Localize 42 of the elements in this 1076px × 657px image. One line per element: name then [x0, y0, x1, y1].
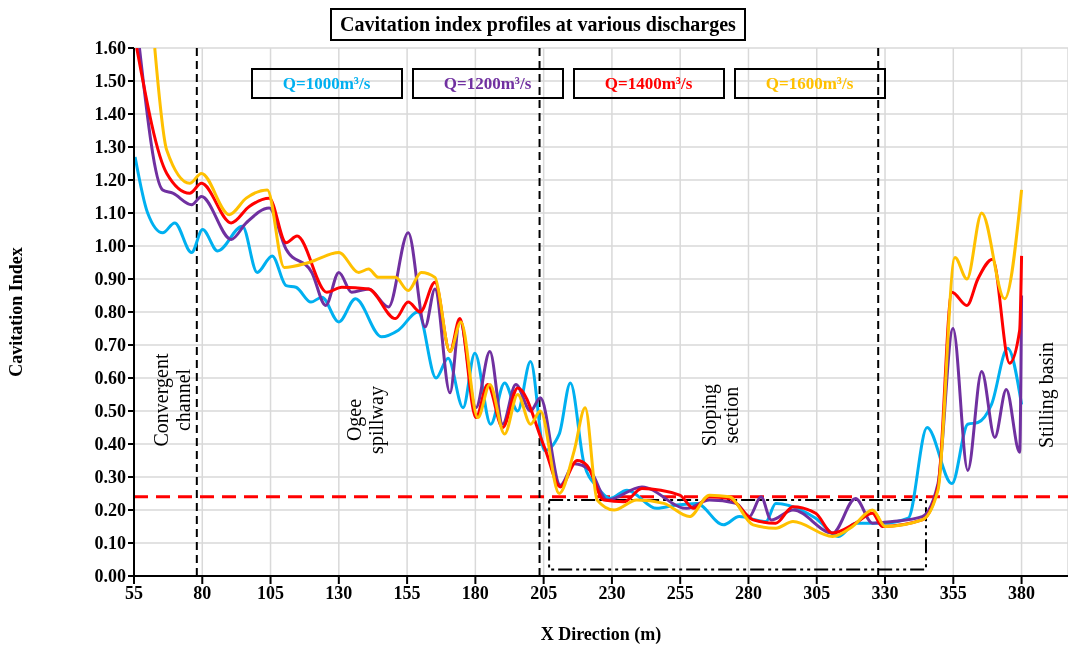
text: Q=1600m³/s	[733, 68, 886, 99]
y-tick-label: 0.10	[94, 533, 126, 554]
text: Q=1200m³/s	[411, 68, 564, 99]
y-axis-title: Cavitation Index	[6, 247, 27, 377]
y-tick-label: 0.50	[94, 401, 126, 422]
y-tick-label: 0.60	[94, 368, 126, 389]
text: Q=1000m³/s	[250, 68, 403, 99]
y-tick-label: 1.30	[94, 137, 126, 158]
y-tick-label: 1.60	[94, 38, 126, 59]
y-tick-label: 0.80	[94, 302, 126, 323]
x-tick-label: 355	[939, 582, 967, 603]
y-tick-label: 0.20	[94, 500, 126, 521]
annotation: Ogee spillway	[343, 386, 388, 454]
y-tick-label: 0.70	[94, 335, 126, 356]
y-tick-label: 1.20	[94, 170, 126, 191]
x-tick-label: 105	[257, 582, 285, 603]
y-tick-label: 0.30	[94, 467, 126, 488]
x-tick-label: 155	[393, 582, 421, 603]
annotation: Sloping section	[698, 383, 742, 447]
annotation: Stilling basin	[1035, 341, 1058, 449]
x-tick-label: 380	[1008, 582, 1036, 603]
x-tick-label: 80	[193, 582, 212, 603]
y-tick-label: 0.00	[94, 566, 126, 587]
x-tick-label: 230	[598, 582, 626, 603]
annotation: Convergent channel	[150, 353, 194, 447]
x-tick-label: 205	[530, 582, 558, 603]
y-tick-label: 1.50	[94, 71, 126, 92]
x-tick-label: 330	[871, 582, 899, 603]
y-tick-label: 0.90	[94, 269, 126, 290]
y-tick-label: 1.40	[94, 104, 126, 125]
y-tick-label: 0.40	[94, 434, 126, 455]
x-tick-label: 130	[325, 582, 353, 603]
x-tick-label: 180	[461, 582, 489, 603]
x-axis-title: X Direction (m)	[540, 624, 662, 645]
y-tick-label: 1.00	[94, 236, 126, 257]
x-tick-label: 280	[734, 582, 762, 603]
y-tick-label: 1.10	[94, 203, 126, 224]
x-tick-label: 255	[666, 582, 694, 603]
chart-title: Cavitation index profiles at various discharges	[330, 8, 746, 41]
x-tick-label: 305	[803, 582, 831, 603]
x-tick-label: 55	[125, 582, 143, 603]
text: Q=1400m³/s	[572, 68, 725, 99]
